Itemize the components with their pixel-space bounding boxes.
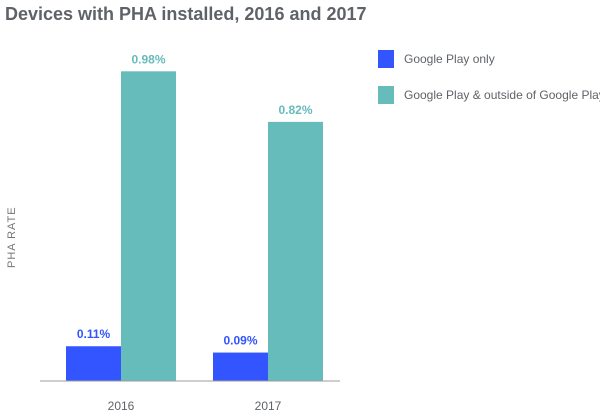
legend-item-google-play-and-outside: Google Play & outside of Google Play — [378, 86, 600, 104]
legend-label: Google Play only — [404, 52, 495, 66]
chart-title: Devices with PHA installed, 2016 and 201… — [5, 4, 367, 24]
x-tick-label: 2016 — [108, 399, 135, 413]
data-label: 0.98% — [131, 52, 165, 66]
x-tick-label: 2017 — [255, 399, 282, 413]
legend-label: Google Play & outside of Google Play — [404, 88, 600, 102]
data-label: 0.09% — [223, 334, 257, 348]
legend: Google Play only Google Play & outside o… — [378, 50, 600, 122]
bar-google-play-and-outside-2017 — [268, 121, 323, 381]
legend-swatch-google-play-and-outside — [378, 86, 394, 104]
data-label: 0.82% — [278, 103, 312, 117]
legend-item-google-play-only: Google Play only — [378, 50, 600, 68]
bar-google-play-only-2016 — [66, 346, 121, 381]
legend-swatch-google-play-only — [378, 50, 394, 68]
bar-google-play-only-2017 — [213, 352, 268, 381]
data-label: 0.11% — [77, 327, 111, 341]
bar-google-play-and-outside-2016 — [121, 71, 176, 381]
